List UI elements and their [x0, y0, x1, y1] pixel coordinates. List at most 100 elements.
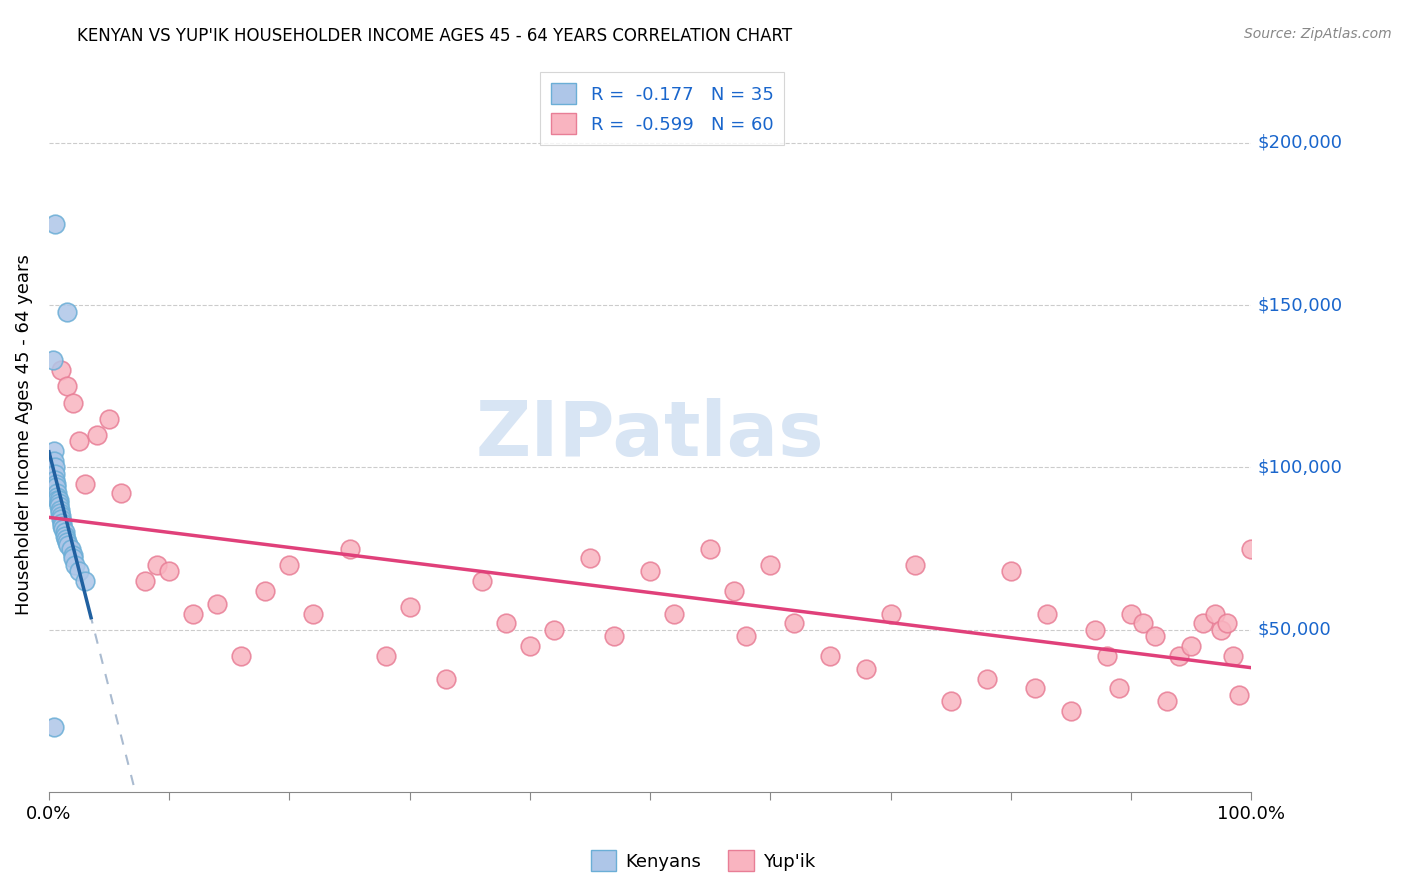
Point — [56, 535, 79, 549]
Point — [58, 538, 80, 552]
Point — [1119, 607, 1142, 621]
Point — [1108, 681, 1130, 696]
Point — [1204, 607, 1226, 621]
Point — [519, 639, 541, 653]
Point — [49, 506, 72, 520]
Point — [49, 509, 72, 524]
Point — [56, 304, 79, 318]
Point — [73, 574, 96, 589]
Point — [759, 558, 782, 572]
Point — [49, 512, 72, 526]
Point — [67, 565, 90, 579]
Point — [49, 363, 72, 377]
Point — [48, 492, 70, 507]
Point — [976, 672, 998, 686]
Point — [638, 565, 661, 579]
Point — [735, 629, 758, 643]
Point — [1024, 681, 1046, 696]
Point — [374, 648, 396, 663]
Point — [543, 623, 565, 637]
Point — [62, 548, 84, 562]
Point — [879, 607, 901, 621]
Point — [48, 496, 70, 510]
Point — [495, 616, 517, 631]
Point — [939, 694, 962, 708]
Point — [1084, 623, 1107, 637]
Point — [1095, 648, 1118, 663]
Point — [1036, 607, 1059, 621]
Point — [339, 541, 361, 556]
Point — [1180, 639, 1202, 653]
Point — [41, 353, 63, 368]
Point — [49, 502, 72, 516]
Text: KENYAN VS YUP'IK HOUSEHOLDER INCOME AGES 45 - 64 YEARS CORRELATION CHART: KENYAN VS YUP'IK HOUSEHOLDER INCOME AGES… — [77, 27, 793, 45]
Point — [1227, 688, 1250, 702]
Text: $100,000: $100,000 — [1257, 458, 1343, 476]
Point — [45, 476, 67, 491]
Point — [56, 379, 79, 393]
Point — [51, 519, 73, 533]
Point — [207, 597, 229, 611]
Point — [44, 217, 66, 231]
Point — [46, 492, 69, 507]
Text: $50,000: $50,000 — [1257, 621, 1331, 639]
Point — [46, 490, 69, 504]
Point — [1240, 541, 1263, 556]
Point — [398, 600, 420, 615]
Point — [146, 558, 169, 572]
Point — [42, 444, 65, 458]
Point — [1211, 623, 1233, 637]
Point — [53, 529, 76, 543]
Point — [1132, 616, 1154, 631]
Point — [471, 574, 494, 589]
Text: ZIPatlas: ZIPatlas — [475, 398, 824, 472]
Point — [1144, 629, 1167, 643]
Point — [67, 434, 90, 449]
Point — [48, 500, 70, 514]
Point — [231, 648, 253, 663]
Y-axis label: Householder Income Ages 45 - 64 years: Householder Income Ages 45 - 64 years — [15, 254, 32, 615]
Point — [110, 486, 132, 500]
Point — [44, 467, 66, 481]
Point — [98, 411, 121, 425]
Point — [59, 541, 82, 556]
Text: $200,000: $200,000 — [1257, 134, 1343, 152]
Point — [86, 428, 108, 442]
Point — [157, 565, 180, 579]
Point — [1000, 565, 1022, 579]
Point — [1216, 616, 1239, 631]
Point — [723, 583, 745, 598]
Legend: Kenyans, Yup'ik: Kenyans, Yup'ik — [583, 843, 823, 879]
Point — [181, 607, 204, 621]
Point — [820, 648, 842, 663]
Point — [434, 672, 457, 686]
Point — [46, 486, 69, 500]
Point — [62, 395, 84, 409]
Legend: R =  -0.177   N = 35, R =  -0.599   N = 60: R = -0.177 N = 35, R = -0.599 N = 60 — [540, 72, 785, 145]
Point — [51, 516, 73, 530]
Text: $150,000: $150,000 — [1257, 296, 1343, 314]
Point — [73, 476, 96, 491]
Point — [65, 558, 87, 572]
Point — [302, 607, 325, 621]
Point — [1168, 648, 1191, 663]
Point — [44, 460, 66, 475]
Point — [662, 607, 685, 621]
Point — [1156, 694, 1178, 708]
Point — [783, 616, 806, 631]
Point — [53, 525, 76, 540]
Point — [134, 574, 156, 589]
Point — [855, 662, 877, 676]
Point — [254, 583, 277, 598]
Point — [42, 454, 65, 468]
Point — [42, 720, 65, 734]
Text: Source: ZipAtlas.com: Source: ZipAtlas.com — [1244, 27, 1392, 41]
Point — [278, 558, 301, 572]
Point — [45, 480, 67, 494]
Point — [1222, 648, 1244, 663]
Point — [579, 551, 602, 566]
Point — [1060, 704, 1083, 718]
Point — [1192, 616, 1215, 631]
Point — [903, 558, 925, 572]
Point — [62, 551, 84, 566]
